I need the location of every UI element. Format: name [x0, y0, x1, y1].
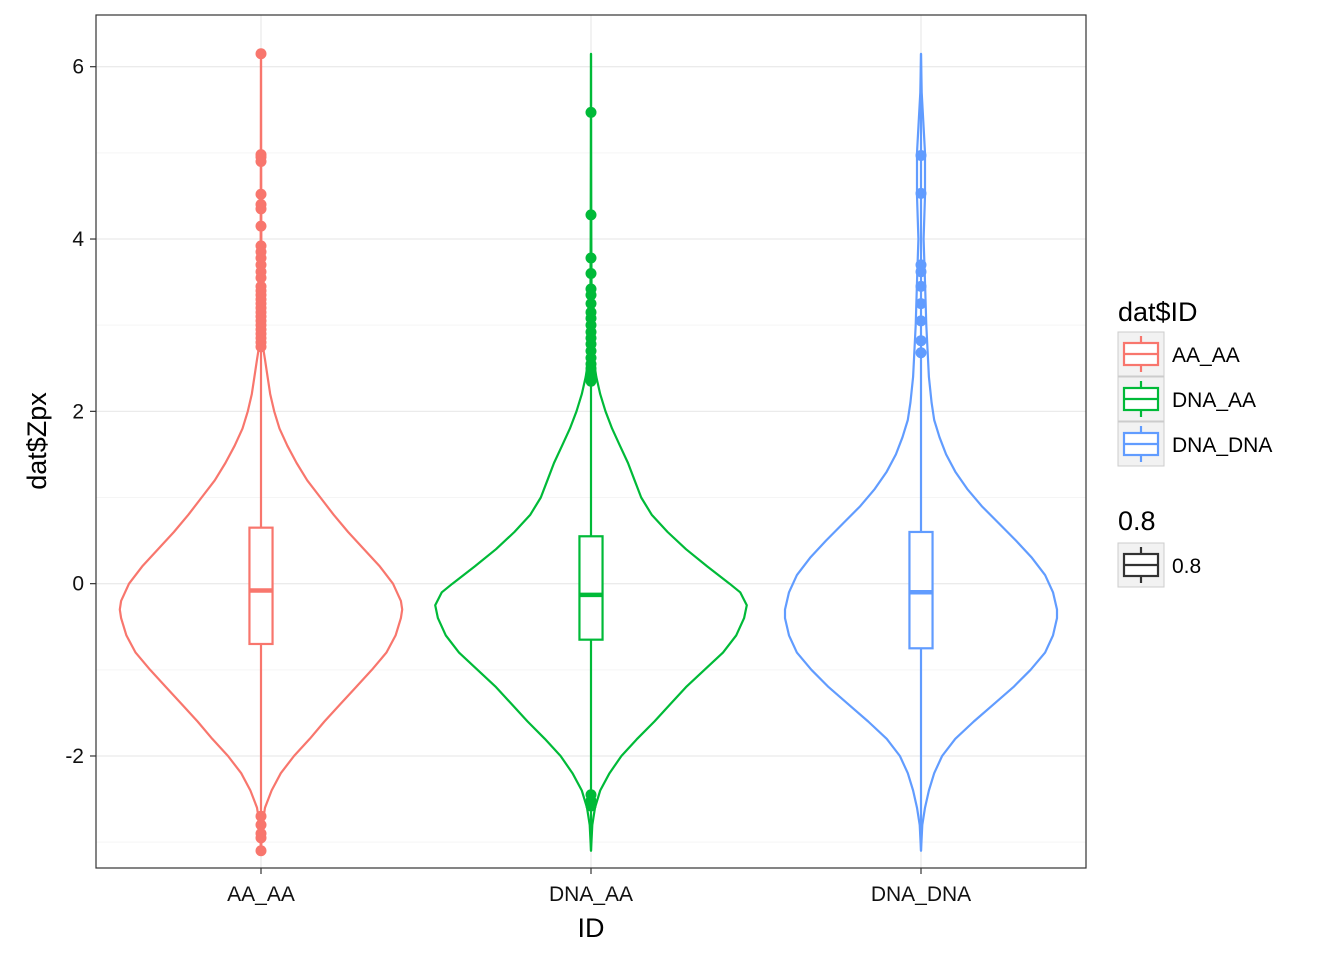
outlier-point: [255, 155, 267, 167]
legend-key-width: [1117, 542, 1165, 588]
legend-key-DNA_AA: [1117, 376, 1165, 422]
outlier-point: [255, 203, 267, 215]
x-tick-label: DNA_DNA: [871, 883, 971, 906]
outlier-point: [585, 800, 597, 812]
legend: dat$ID 0.8 AA_AA DNA_AA DNA_DNA 0.8: [1117, 297, 1272, 588]
outlier-point: [585, 209, 597, 221]
outlier-point: [915, 298, 927, 310]
outlier-point: [255, 188, 267, 200]
box-DNA_AA: [578, 535, 604, 641]
outlier-point: [585, 289, 597, 301]
outlier-point: [585, 106, 597, 118]
legend-color-title: dat$ID: [1118, 297, 1198, 327]
legend-key-DNA_DNA: [1117, 421, 1165, 467]
outlier-point: [915, 347, 927, 359]
outlier-point: [255, 341, 267, 353]
outlier-point: [255, 220, 267, 232]
outlier-point: [255, 272, 267, 284]
outlier-point: [585, 252, 597, 264]
legend-label: AA_AA: [1172, 344, 1240, 367]
outliers: [255, 48, 927, 857]
legend-label: DNA_AA: [1172, 389, 1256, 412]
x-axis-title: ID: [578, 913, 605, 943]
outlier-point: [255, 845, 267, 857]
outlier-point: [255, 832, 267, 844]
legend-width-title: 0.8: [1118, 506, 1156, 536]
x-tick-label: AA_AA: [227, 883, 295, 906]
outlier-point: [255, 819, 267, 831]
outlier-point: [915, 315, 927, 327]
outlier-point: [255, 48, 267, 60]
x-axis: AA_AA DNA_AA DNA_DNA: [227, 868, 971, 906]
y-tick-label: 2: [72, 400, 84, 423]
legend-key-AA_AA: [1117, 331, 1165, 377]
outlier-point: [585, 375, 597, 387]
y-tick-label: 4: [72, 228, 84, 251]
y-axis: -2 0 2 4 6: [65, 56, 96, 768]
outlier-point: [585, 267, 597, 279]
y-tick-label: 0: [72, 573, 84, 596]
outlier-point: [915, 280, 927, 292]
legend-label: 0.8: [1172, 555, 1201, 578]
outlier-point: [915, 187, 927, 199]
x-tick-label: DNA_AA: [549, 883, 633, 906]
outlier-point: [915, 335, 927, 347]
y-axis-title: dat$Zpx: [22, 392, 52, 490]
outlier-point: [915, 266, 927, 278]
outlier-point: [915, 149, 927, 161]
outlier-point: [255, 810, 267, 822]
outlier-point: [585, 298, 597, 310]
y-tick-label: 6: [72, 56, 84, 79]
box-AA_AA: [248, 526, 274, 646]
legend-label: DNA_DNA: [1172, 434, 1272, 457]
y-tick-label: -2: [65, 745, 84, 768]
